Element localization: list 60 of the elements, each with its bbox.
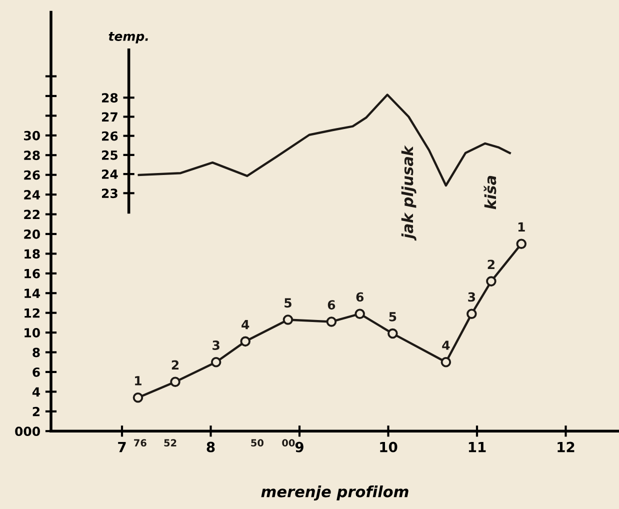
point <box>516 238 527 249</box>
annotation: 5 <box>389 312 396 322</box>
annotation: 3 <box>212 340 220 350</box>
annotation: jak pljusak <box>401 145 416 241</box>
y2-axis-title: temp. <box>108 32 148 44</box>
x-tick-label: 9 <box>295 442 304 452</box>
y2-tick-label: 23 <box>102 188 118 198</box>
text: 76 <box>134 439 146 447</box>
point <box>282 314 294 325</box>
x-tick-label: 11 <box>468 442 486 452</box>
y-tick-label: 8 <box>32 348 40 358</box>
y-tick-label: 12 <box>24 308 40 318</box>
annotation: 6 <box>328 300 336 310</box>
point <box>440 356 452 368</box>
annotation: kiša <box>484 176 496 210</box>
annotation: 2 <box>488 260 494 269</box>
x-tick-label: 7 <box>118 442 126 452</box>
annotation: 2 <box>172 360 179 370</box>
point <box>388 328 398 339</box>
y2-tick-label: 24 <box>102 170 118 179</box>
y2-tick-label: 27 <box>102 112 118 122</box>
annotation: 5 <box>284 298 292 308</box>
y-tick-label: 6 <box>32 367 40 377</box>
y-tick-label: 10 <box>24 328 40 338</box>
x-tick-label: 10 <box>380 442 398 452</box>
text: 50 <box>251 439 264 447</box>
y2-tick-label: 28 <box>102 93 118 103</box>
annotation: 4 <box>442 340 450 350</box>
y-tick-label: 20 <box>24 229 40 239</box>
point <box>240 336 251 347</box>
x-tick-label: 8 <box>206 442 215 452</box>
text: 52 <box>164 439 176 447</box>
y2-tick-label: 26 <box>102 131 118 141</box>
y-tick-label: 26 <box>24 170 40 180</box>
y-tick-label: 28 <box>24 150 40 160</box>
annotation: 1 <box>518 222 525 232</box>
point <box>326 316 337 327</box>
text: 00 <box>282 439 295 447</box>
annotation: 6 <box>356 292 364 302</box>
annotation: 3 <box>468 292 476 302</box>
y-tick-label: 2 <box>32 406 40 416</box>
y2-tick-label: 25 <box>102 150 118 160</box>
point <box>170 376 180 387</box>
x-tick-label: 12 <box>558 442 574 452</box>
y-tick-label: 4 <box>32 387 40 396</box>
point <box>486 276 496 286</box>
y-tick-label: 16 <box>24 268 40 278</box>
y-tick-label: 000 <box>15 426 40 436</box>
y-tick-label: 18 <box>24 249 40 259</box>
x-axis-title: merenje profilom <box>261 486 408 500</box>
annotation: 4 <box>242 320 250 330</box>
y-tick-label: 22 <box>24 210 40 220</box>
point <box>354 308 365 319</box>
point <box>210 356 222 368</box>
y-tick-label: 30 <box>24 130 40 140</box>
y-tick-label: 14 <box>24 288 40 298</box>
y-tick-label: 24 <box>24 190 40 200</box>
annotation: 1 <box>135 376 142 386</box>
point <box>132 392 144 403</box>
point <box>466 308 477 319</box>
